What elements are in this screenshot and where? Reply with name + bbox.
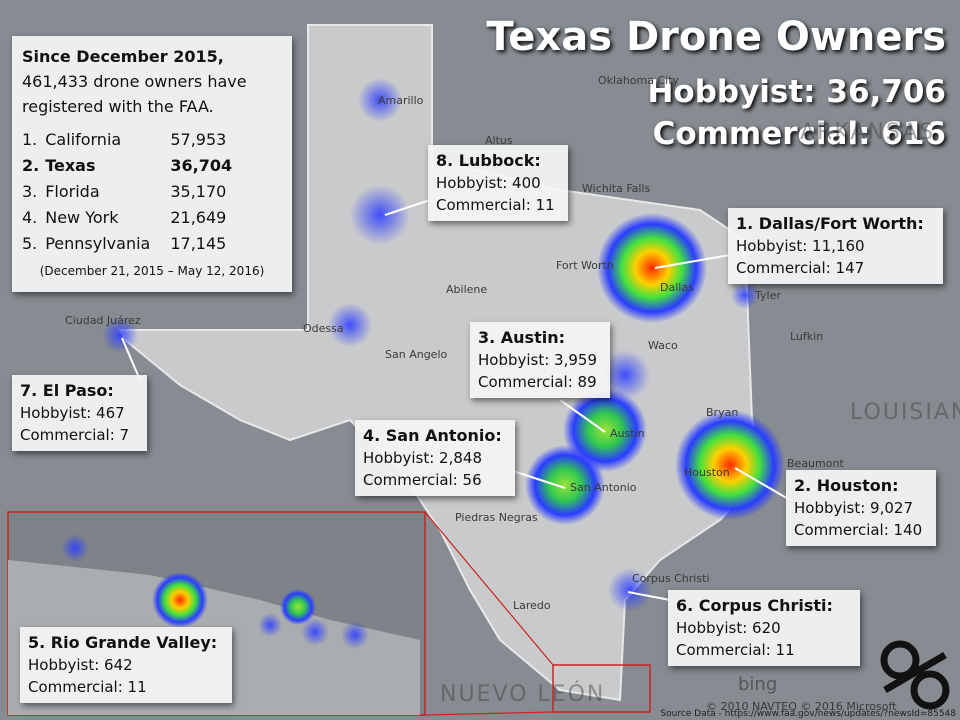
map-label: NUEVO LEÓN	[440, 682, 606, 707]
ranking-row: 3. Florida 35,170	[22, 179, 238, 205]
logo	[880, 640, 950, 710]
owners: 36,704	[170, 156, 233, 175]
callout-hobbyist: Hobbyist: 620	[676, 619, 781, 637]
ranking-row: 2. Texas 36,704	[22, 153, 238, 179]
callout-name: 7. El Paso:	[20, 381, 114, 400]
rank: 4.	[22, 208, 38, 227]
callout: 1. Dallas/Fort Worth: Hobbyist: 11,160 Com…	[728, 208, 943, 284]
owners: 57,953	[170, 130, 227, 149]
state: California	[45, 130, 122, 149]
map-label: LOUISIANA	[850, 400, 960, 425]
callout-commercial: Commercial: 147	[736, 259, 865, 277]
ranking-row: 5. Pennsylvania 17,145	[22, 231, 238, 257]
callout-pointers	[121, 199, 791, 601]
map-label: Abilene	[446, 283, 488, 296]
ranking-row: 4. New York 21,649	[22, 205, 238, 231]
map-label: Piedras Negras	[455, 511, 538, 524]
texas-shape	[118, 24, 767, 702]
commercial-total: Commercial: 616	[652, 116, 946, 152]
date-range: (December 21, 2015 – May 12, 2016)	[39, 264, 265, 278]
callout-name: 5. Rio Grande Valley:	[28, 633, 218, 652]
callout-commercial: Commercial: 89	[478, 373, 597, 391]
owners: 17,145	[170, 234, 227, 253]
map-label: Tyler	[755, 289, 781, 302]
rank: 5.	[22, 234, 38, 253]
rank: 3.	[22, 182, 38, 201]
owners: 21,649	[170, 208, 227, 227]
map-label: Fort Worth	[556, 259, 614, 272]
heat-spots	[102, 78, 785, 612]
rank: 1.	[22, 130, 38, 149]
map-label: Altus	[485, 134, 513, 147]
owners: 35,170	[170, 182, 227, 201]
callout-name: 6. Corpus Christi:	[676, 596, 833, 615]
map-label: Oklahoma City	[598, 74, 680, 87]
callout: 7. El Paso: Hobbyist: 467 Commercial: 7	[12, 375, 147, 451]
ranking-table: 1. California 57,953 2. Texas 36,704 3. Florida…	[22, 127, 238, 257]
map-label: Lufkin	[790, 330, 824, 343]
callout-name: 3. Austin:	[478, 328, 565, 347]
callout-hobbyist: Hobbyist: 467	[20, 404, 125, 422]
map-label: Ciudad Juárez	[65, 314, 141, 327]
ranking-row: 1. California 57,953	[22, 127, 238, 153]
callout-name: 4. San Antonio:	[363, 426, 502, 445]
map-label: San Antonio	[570, 481, 637, 494]
map-label: Wichita Falls	[582, 182, 651, 195]
state: Pennsylvania	[45, 234, 151, 253]
callout: 5. Rio Grande Valley: Hobbyist: 642 Commer…	[20, 627, 232, 703]
summary-text: 461,433 drone owners have registered wit…	[22, 72, 247, 116]
state: Florida	[45, 182, 100, 201]
callout-commercial: Commercial: 11	[28, 678, 147, 696]
map-label: San Angelo	[385, 348, 448, 361]
rank: 2.	[22, 156, 40, 175]
callout: 8. Lubbock: Hobbyist: 400 Commercial: 11	[428, 145, 568, 221]
callout-commercial: Commercial: 11	[676, 641, 795, 659]
state: New York	[45, 208, 119, 227]
map-label: bing	[738, 674, 778, 695]
callout-hobbyist: Hobbyist: 3,959	[478, 351, 598, 369]
callout-hobbyist: Hobbyist: 9,027	[794, 499, 914, 517]
map-label: Austin	[610, 427, 645, 440]
map-label: Laredo	[513, 599, 551, 612]
callout-name: 8. Lubbock:	[436, 151, 541, 170]
callout-hobbyist: Hobbyist: 11,160	[736, 237, 865, 255]
callout-commercial: Commercial: 56	[363, 471, 482, 489]
map-label: Odessa	[303, 322, 344, 335]
summary-box: Since December 2015, 461,433 drone owner…	[12, 36, 292, 292]
callout-hobbyist: Hobbyist: 642	[28, 656, 133, 674]
map-label: Dallas	[660, 281, 694, 294]
title: Texas Drone Owners	[486, 14, 946, 60]
hobbyist-total: Hobbyist: 36,706	[647, 74, 946, 110]
callout-commercial: Commercial: 140	[794, 521, 923, 539]
callout-hobbyist: Hobbyist: 400	[436, 174, 541, 192]
map-label: Beaumont	[787, 457, 844, 470]
map-label: ARKANSAS	[800, 120, 936, 145]
map-label: Amarillo	[378, 94, 424, 107]
map-label: Bryan	[706, 406, 739, 419]
map-label: Corpus Christi	[632, 572, 710, 585]
callout: 6. Corpus Christi: Hobbyist: 620 Commercia…	[668, 590, 860, 666]
callout: 4. San Antonio: Hobbyist: 2,848 Commercial…	[355, 420, 515, 496]
map-label: © 2010 NAVTEQ © 2016 Microsoft	[706, 700, 897, 713]
callout-commercial: Commercial: 7	[20, 426, 130, 444]
summary-heading: Since December 2015,	[22, 47, 224, 66]
callout-name: 1. Dallas/Fort Worth:	[736, 214, 924, 233]
callout-commercial: Commercial: 11	[436, 196, 555, 214]
callout-hobbyist: Hobbyist: 2,848	[363, 449, 483, 467]
map-label: Waco	[648, 339, 678, 352]
callout: 3. Austin: Hobbyist: 3,959 Commercial: 89	[470, 322, 610, 398]
map-label: Houston	[684, 466, 730, 479]
source-note: Source Data - https://www.faa.gov/news/u…	[660, 709, 956, 719]
callout: 2. Houston: Hobbyist: 9,027 Commercial: 14…	[786, 470, 936, 546]
state: Texas	[45, 156, 96, 175]
callout-name: 2. Houston:	[794, 476, 899, 495]
